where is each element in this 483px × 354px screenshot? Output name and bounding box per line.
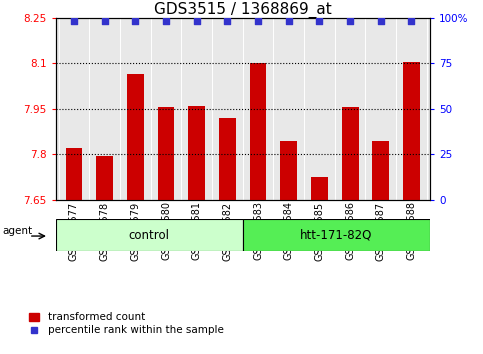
Text: agent: agent <box>3 225 33 236</box>
Bar <box>127 74 144 200</box>
Point <box>408 18 415 24</box>
Bar <box>250 63 267 200</box>
Point <box>315 18 323 24</box>
Bar <box>280 141 297 200</box>
Point <box>346 18 354 24</box>
Bar <box>341 107 358 200</box>
Point <box>101 18 109 24</box>
Point <box>224 18 231 24</box>
Point <box>193 18 200 24</box>
Bar <box>242 219 430 251</box>
Bar <box>311 177 328 200</box>
Legend: transformed count, percentile rank within the sample: transformed count, percentile rank withi… <box>29 312 224 336</box>
Bar <box>219 118 236 200</box>
Point <box>377 18 384 24</box>
Text: htt-171-82Q: htt-171-82Q <box>300 229 372 242</box>
Bar <box>403 62 420 200</box>
Point <box>70 18 78 24</box>
Bar <box>56 219 242 251</box>
Text: control: control <box>128 229 170 242</box>
Point <box>131 18 139 24</box>
Point <box>162 18 170 24</box>
Bar <box>188 106 205 200</box>
Point <box>285 18 293 24</box>
Bar <box>66 148 83 200</box>
Title: GDS3515 / 1368869_at: GDS3515 / 1368869_at <box>154 1 332 18</box>
Bar <box>157 107 174 200</box>
Bar <box>372 141 389 200</box>
Bar <box>96 156 113 200</box>
Point <box>254 18 262 24</box>
